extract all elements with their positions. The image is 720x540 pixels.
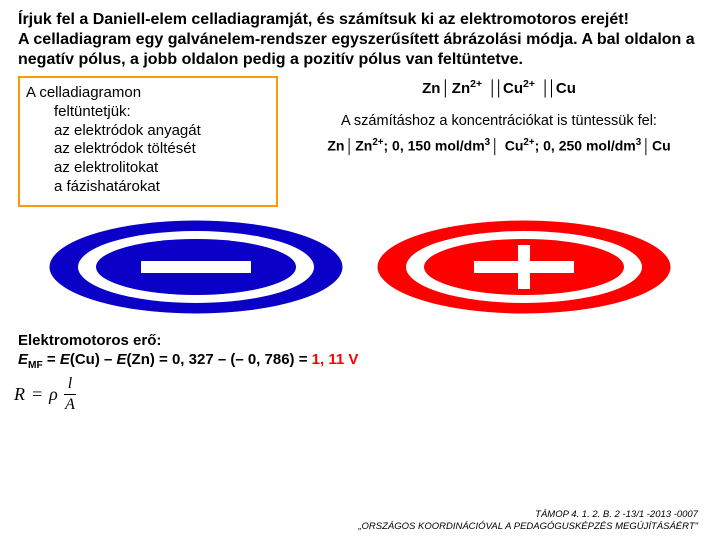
plus-electrode-icon [374, 217, 674, 317]
box-item: az elektródok anyagát [26, 122, 266, 141]
emf-equation: EMF = E(Cu) – E(Zn) = 0, 327 – (– 0, 786… [18, 350, 702, 372]
emf-label: Elektromotoros erő: [18, 331, 702, 351]
cell-diagram-box: A celladiagramon feltüntetjük: az elektr… [18, 76, 278, 207]
box-item: az elektródok töltését [26, 140, 266, 159]
minus-electrode-icon [46, 217, 346, 317]
box-item: a fázishatárokat [26, 178, 266, 197]
notation-column: Zn│Zn2+ ││Cu2+ ││Cu A számításhoz a konc… [296, 76, 702, 207]
emf-result: Elektromotoros erő: EMF = E(Cu) – E(Zn) … [0, 323, 720, 373]
intro-paragraph: Írjuk fel a Daniell-elem celladiagramját… [18, 10, 702, 70]
calc-note: A számításhoz a koncentrációkat is tünte… [296, 113, 702, 129]
cell-notation-long: Zn│Zn2+; 0, 150 mol/dm3│ Cu2+; 0, 250 mo… [296, 137, 702, 154]
cell-notation-short: Zn│Zn2+ ││Cu2+ ││Cu [422, 78, 576, 97]
electrode-symbols [0, 217, 720, 317]
resistance-formula: R=ρ l A [0, 372, 720, 413]
box-item: feltüntetjük: [26, 103, 266, 122]
footer-line: TÁMOP 4. 1. 2. B. 2 -13/1 -2013 -0007 [358, 509, 698, 520]
footer-line: „ORSZÁGOS KOORDINÁCIÓVAL A PEDAGÓGUSKÉPZ… [358, 521, 698, 532]
box-title: A celladiagramon [26, 84, 266, 103]
box-item: az elektrolitokat [26, 159, 266, 178]
footer-credit: TÁMOP 4. 1. 2. B. 2 -13/1 -2013 -0007 „O… [358, 509, 698, 532]
